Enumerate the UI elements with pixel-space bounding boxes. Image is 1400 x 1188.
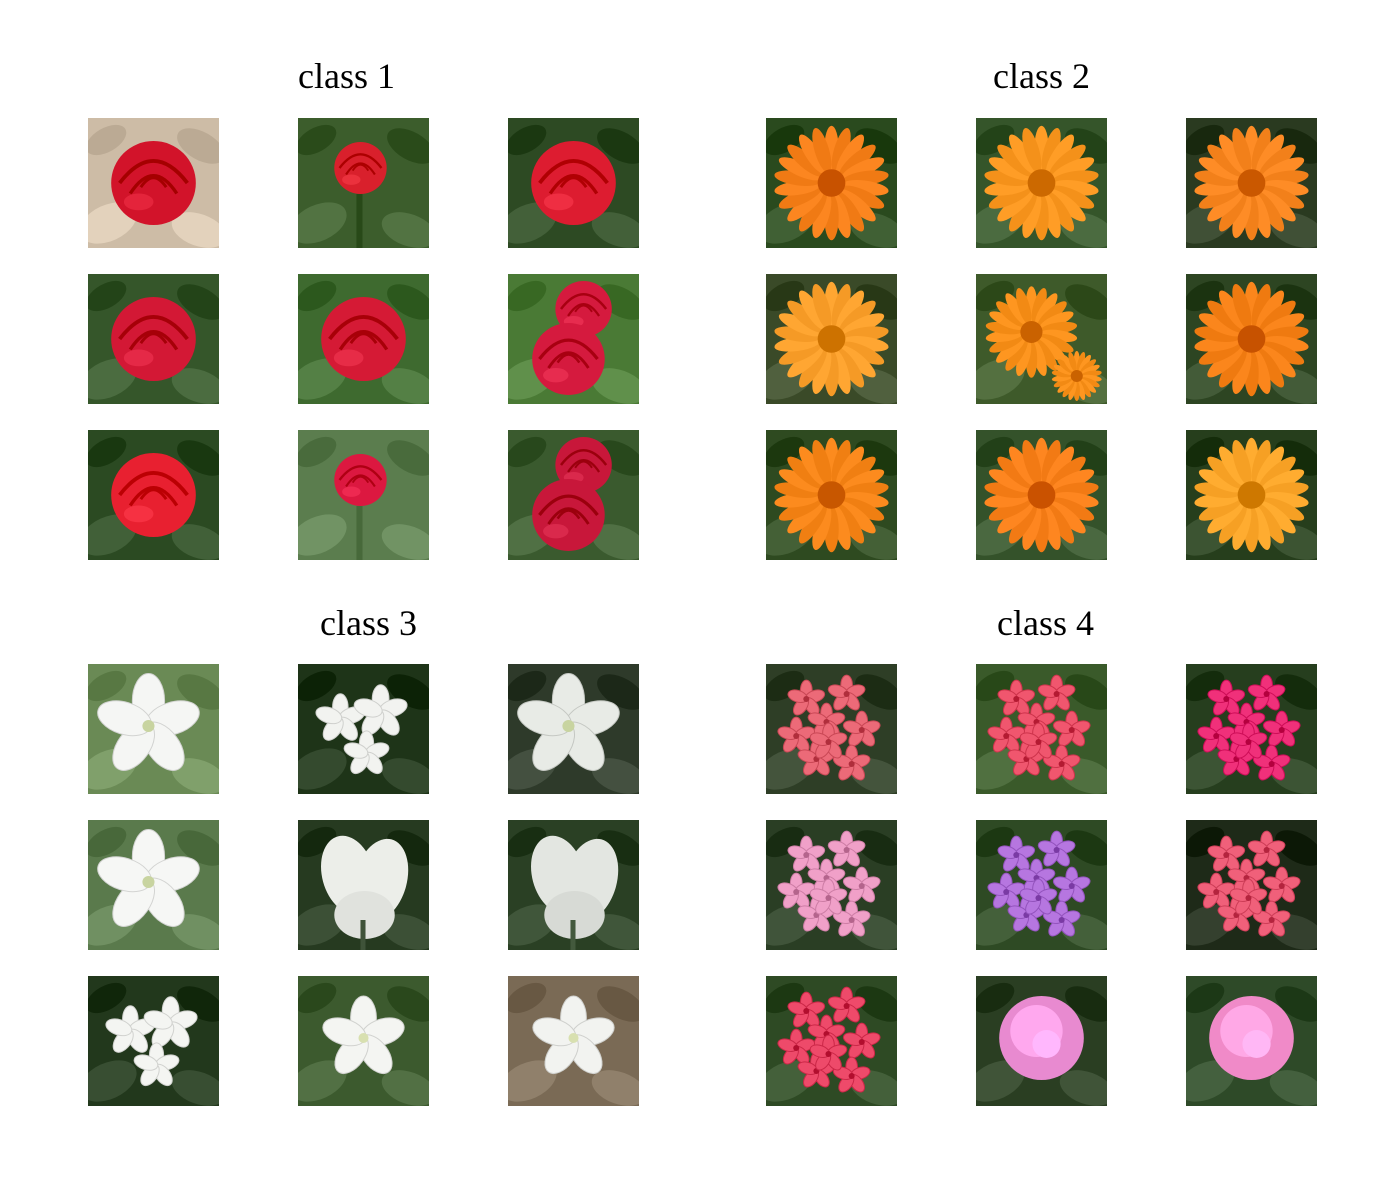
white-flower-image — [298, 664, 429, 794]
red-rose-image — [508, 430, 639, 560]
pink-phlox-image — [766, 820, 897, 950]
pink-phlox-image — [1186, 976, 1317, 1106]
red-rose-image — [508, 274, 639, 404]
red-rose-image — [298, 118, 429, 248]
orange-marigold-image — [766, 430, 897, 560]
orange-marigold-image — [1186, 430, 1317, 560]
white-flower-image — [88, 976, 219, 1106]
pink-phlox-image — [976, 976, 1107, 1106]
pink-phlox-image — [976, 820, 1107, 950]
orange-marigold-image — [766, 118, 897, 248]
pink-phlox-image — [766, 976, 897, 1106]
class-3-title: class 3 — [320, 603, 417, 643]
white-flower-image — [508, 820, 639, 950]
class-1-title: class 1 — [298, 56, 395, 96]
white-flower-image — [88, 820, 219, 950]
pink-phlox-image — [976, 664, 1107, 794]
white-flower-image — [508, 664, 639, 794]
orange-marigold-image — [976, 274, 1107, 404]
white-flower-image — [298, 820, 429, 950]
red-rose-image — [88, 430, 219, 560]
pink-phlox-image — [1186, 664, 1317, 794]
orange-marigold-image — [766, 274, 897, 404]
orange-marigold-image — [976, 118, 1107, 248]
red-rose-image — [88, 118, 219, 248]
white-flower-image — [88, 664, 219, 794]
red-rose-image — [298, 430, 429, 560]
class-2-title: class 2 — [993, 56, 1090, 96]
pink-phlox-image — [1186, 820, 1317, 950]
red-rose-image — [508, 118, 639, 248]
orange-marigold-image — [976, 430, 1107, 560]
white-flower-image — [508, 976, 639, 1106]
red-rose-image — [88, 274, 219, 404]
class-4-title: class 4 — [997, 603, 1094, 643]
pink-phlox-image — [766, 664, 897, 794]
orange-marigold-image — [1186, 274, 1317, 404]
white-flower-image — [298, 976, 429, 1106]
orange-marigold-image — [1186, 118, 1317, 248]
red-rose-image — [298, 274, 429, 404]
